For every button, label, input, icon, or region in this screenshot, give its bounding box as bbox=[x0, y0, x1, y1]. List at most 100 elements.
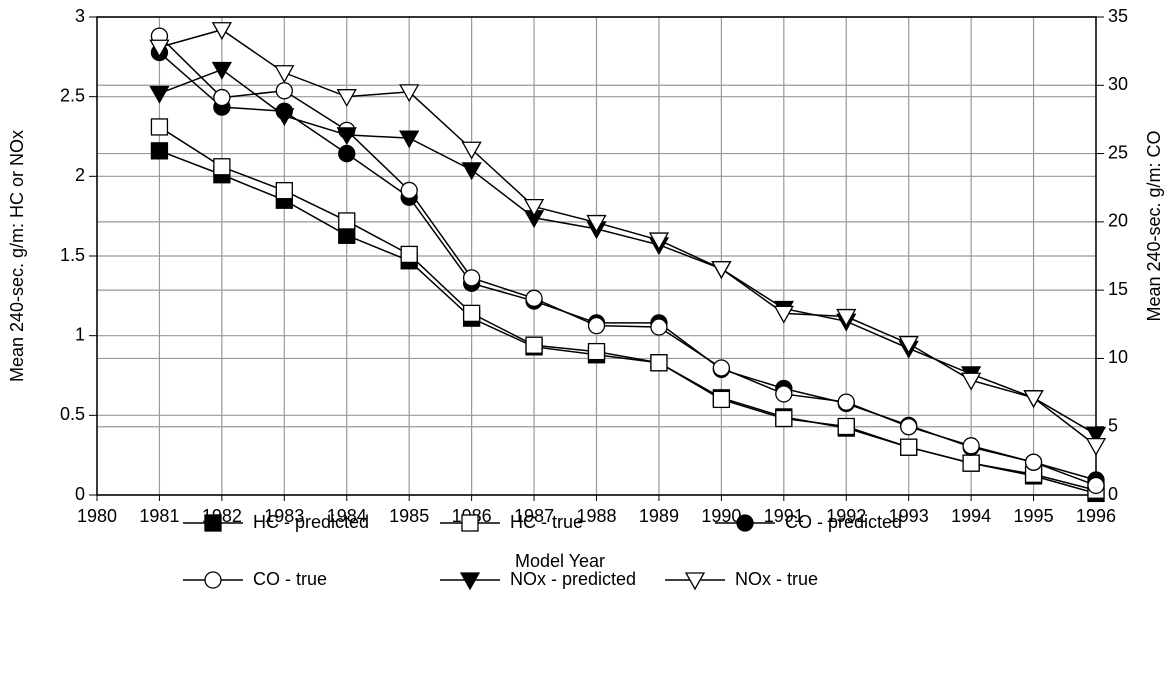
marker bbox=[399, 130, 420, 149]
marker bbox=[587, 342, 606, 361]
marker bbox=[711, 261, 732, 280]
plot-frame bbox=[96, 16, 1097, 496]
marker bbox=[900, 418, 918, 436]
marker bbox=[837, 417, 855, 436]
series-line bbox=[159, 68, 1097, 436]
x-tick-label: 1989 bbox=[639, 506, 679, 526]
marker bbox=[336, 127, 357, 146]
y2-tick-label: 5 bbox=[1108, 415, 1118, 435]
marker bbox=[462, 304, 481, 323]
y-tick-label: 2 bbox=[75, 165, 85, 185]
marker bbox=[150, 118, 169, 136]
marker bbox=[462, 269, 481, 287]
y2-tick-label: 35 bbox=[1108, 6, 1128, 26]
x-tick-label: 1987 bbox=[514, 506, 554, 526]
marker bbox=[1024, 453, 1043, 471]
y2-axis-label: Mean 240-sec. g/m: CO bbox=[1144, 130, 1164, 321]
x-tick-label: 1984 bbox=[327, 506, 367, 526]
marker bbox=[837, 393, 855, 411]
marker bbox=[962, 437, 980, 455]
series-line bbox=[158, 35, 1097, 487]
marker bbox=[213, 158, 231, 176]
x-tick-label: 1991 bbox=[764, 506, 804, 526]
marker bbox=[150, 142, 169, 160]
y2-tick-label: 0 bbox=[1108, 484, 1118, 504]
y-tick-label: 0.5 bbox=[60, 404, 85, 424]
x-tick-label: 1985 bbox=[389, 506, 429, 526]
series-line bbox=[159, 28, 1097, 447]
marker bbox=[461, 162, 482, 181]
x-tick-label: 1995 bbox=[1014, 506, 1054, 526]
marker bbox=[736, 514, 754, 532]
marker bbox=[773, 305, 794, 324]
marker bbox=[523, 198, 545, 217]
marker bbox=[461, 514, 479, 532]
marker bbox=[962, 454, 980, 472]
marker bbox=[684, 572, 706, 591]
legend-label: NOx - predicted bbox=[510, 569, 636, 589]
x-tick-label: 1981 bbox=[139, 506, 179, 526]
y2-tick-label: 20 bbox=[1108, 211, 1128, 231]
marker bbox=[461, 141, 482, 160]
marker bbox=[275, 182, 293, 200]
marker bbox=[775, 385, 793, 403]
marker bbox=[712, 390, 731, 409]
x-tick-label: 1994 bbox=[951, 506, 991, 526]
y-axis-label: Mean 240-sec. g/m: HC or NOx bbox=[7, 130, 27, 382]
x-tick-label: 1980 bbox=[77, 506, 117, 526]
marker bbox=[650, 354, 668, 372]
marker bbox=[712, 359, 731, 377]
marker bbox=[338, 212, 356, 230]
marker bbox=[525, 289, 543, 307]
y-tick-label: 0 bbox=[75, 484, 85, 504]
y-tick-label: 3 bbox=[75, 6, 85, 26]
marker bbox=[338, 144, 356, 163]
marker bbox=[898, 335, 919, 354]
marker bbox=[836, 308, 857, 327]
y-tick-label: 1.5 bbox=[60, 245, 85, 265]
marker bbox=[275, 82, 293, 100]
legend-label: HC - true bbox=[510, 512, 583, 532]
marker bbox=[399, 84, 420, 103]
legend-label: CO - predicted bbox=[785, 512, 902, 532]
marker bbox=[213, 88, 231, 107]
marker bbox=[586, 214, 607, 233]
marker bbox=[336, 89, 357, 107]
legend-label: NOx - true bbox=[735, 569, 818, 589]
marker bbox=[650, 318, 668, 336]
marker bbox=[459, 572, 481, 591]
marker bbox=[775, 409, 793, 428]
marker bbox=[1085, 437, 1107, 456]
y2-tick-label: 30 bbox=[1108, 74, 1128, 94]
y2-tick-label: 10 bbox=[1108, 347, 1128, 367]
x-tick-label: 1983 bbox=[264, 506, 304, 526]
marker bbox=[211, 61, 232, 80]
marker bbox=[274, 65, 295, 84]
marker bbox=[149, 85, 170, 104]
y-tick-label: 2.5 bbox=[60, 85, 85, 105]
marker bbox=[274, 108, 295, 127]
series-line bbox=[159, 126, 1097, 491]
y-tick-label: 1 bbox=[75, 324, 85, 344]
x-axis-label: Model Year bbox=[515, 551, 605, 571]
marker bbox=[338, 226, 356, 244]
marker bbox=[1087, 476, 1105, 495]
marker bbox=[204, 514, 222, 532]
marker bbox=[525, 336, 543, 354]
y2-tick-label: 25 bbox=[1108, 142, 1128, 162]
marker bbox=[204, 571, 222, 589]
x-tick-label: 1996 bbox=[1076, 506, 1116, 526]
marker bbox=[211, 22, 232, 41]
x-tick-label: 1993 bbox=[889, 506, 929, 526]
legend-label: HC - predicted bbox=[253, 512, 369, 532]
marker bbox=[400, 181, 418, 200]
x-tick-label: 1992 bbox=[826, 506, 866, 526]
x-tick-label: 1990 bbox=[701, 506, 741, 526]
marker bbox=[149, 39, 170, 58]
marker bbox=[1023, 390, 1044, 409]
y2-tick-label: 15 bbox=[1108, 279, 1128, 299]
marker bbox=[648, 232, 670, 251]
marker bbox=[1085, 426, 1107, 445]
marker bbox=[587, 317, 606, 335]
